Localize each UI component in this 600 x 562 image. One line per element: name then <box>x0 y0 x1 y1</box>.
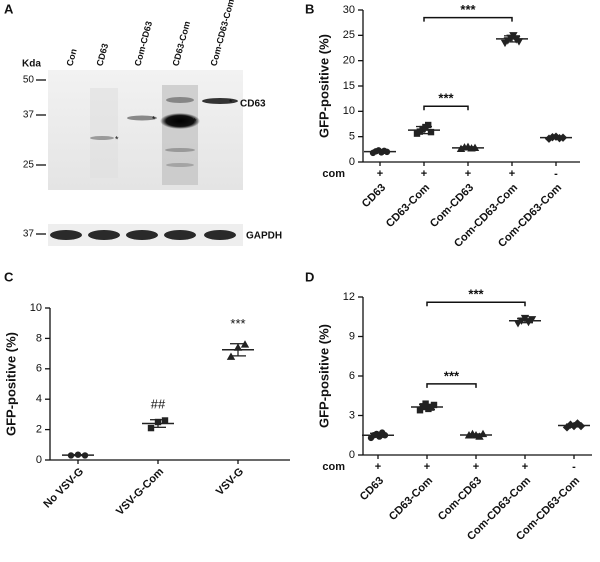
marker-label: 50 <box>23 75 35 86</box>
error-bar <box>70 454 86 457</box>
panel-letter: B <box>305 1 314 16</box>
marker-label: 25 <box>23 160 35 171</box>
panel-letter: A <box>4 1 14 16</box>
row-value: + <box>509 168 515 180</box>
annotation: ## <box>151 397 166 412</box>
svg-text:*: * <box>115 134 119 144</box>
svg-text:*: * <box>152 114 156 124</box>
error-bar <box>468 433 484 437</box>
blot-membrane <box>48 70 243 190</box>
y-tick-label: 0 <box>349 449 355 461</box>
y-axis-label: GFP-positive (%) <box>3 332 18 436</box>
x-tick-label: CD63 <box>360 182 388 210</box>
bands: * * * * <box>90 97 238 167</box>
y-tick-label: 10 <box>343 105 355 117</box>
error-bar <box>548 136 564 140</box>
error-bar <box>419 403 435 411</box>
lane-label: CD63 <box>95 42 111 67</box>
y-tick-label: 6 <box>349 370 355 382</box>
y-tick-label: 20 <box>343 55 355 67</box>
error-bar <box>370 432 386 438</box>
y-tick-label: 12 <box>343 291 355 303</box>
y-tick-label: 0 <box>349 156 355 168</box>
error-bar <box>372 149 388 154</box>
data-point <box>425 121 432 129</box>
row-value: + <box>465 168 471 180</box>
target-label: CD63 <box>240 99 266 110</box>
unit-label: Kda <box>22 59 41 70</box>
lane-label: Com-CD63-Com <box>209 0 237 67</box>
row-value: + <box>375 461 381 473</box>
data-point <box>527 316 537 324</box>
x-tick-label: VSV-G <box>214 466 246 498</box>
marker-label: 37 <box>23 110 35 121</box>
significance-label: *** <box>468 287 484 302</box>
row-value: + <box>522 461 528 473</box>
error-bar <box>230 343 246 357</box>
lane-label: CD63-Com <box>171 20 193 67</box>
lane-label: Con <box>65 48 79 67</box>
row-value: + <box>377 168 383 180</box>
y-tick-label: 2 <box>36 424 42 436</box>
x-tick-label: CD63 <box>358 475 386 503</box>
error-bar <box>416 125 432 135</box>
y-tick-label: 15 <box>343 80 355 92</box>
significance-bracket <box>423 16 513 22</box>
significance-bracket <box>426 383 477 388</box>
y-tick-label: 5 <box>349 131 355 143</box>
gapdh-bands <box>50 230 236 240</box>
svg-text:*: * <box>193 116 197 126</box>
y-tick-label: 3 <box>349 409 355 421</box>
y-axis-label: GFP-positive (%) <box>316 34 331 138</box>
error-bar <box>504 35 520 43</box>
data-point <box>161 417 169 424</box>
row-label: com <box>322 168 345 180</box>
y-tick-label: 10 <box>30 302 42 314</box>
panel-letter: C <box>4 269 14 284</box>
y-tick-label: 9 <box>349 330 355 342</box>
row-value: - <box>572 461 576 473</box>
row-value: + <box>473 461 479 473</box>
error-bar <box>460 146 476 150</box>
svg-text:*: * <box>229 97 233 107</box>
significance-label: *** <box>438 91 454 106</box>
y-tick-label: 25 <box>343 29 355 41</box>
annotation: *** <box>230 316 245 331</box>
y-tick-label: 4 <box>36 393 42 405</box>
x-tick-label: Com-CD63 <box>428 182 476 230</box>
error-bar <box>517 318 533 324</box>
y-axis-label: GFP-positive (%) <box>316 324 331 428</box>
row-value: - <box>554 168 558 180</box>
y-tick-label: 8 <box>36 332 42 344</box>
error-bar <box>566 423 582 428</box>
loading-label: GAPDH <box>246 231 282 242</box>
row-value: + <box>421 168 427 180</box>
y-tick-label: 6 <box>36 363 42 375</box>
significance-label: *** <box>460 2 476 17</box>
panel-letter: D <box>305 269 314 284</box>
row-label: com <box>322 461 345 473</box>
x-tick-label: VSV-G-Com <box>114 466 166 518</box>
data-point <box>147 424 155 432</box>
x-tick-label: Com-CD63 <box>436 475 484 523</box>
blot-panel: A Kda * * * * 50 37 <box>4 0 282 246</box>
significance-label: *** <box>444 368 460 383</box>
marker-ticks <box>36 79 46 235</box>
y-tick-label: 30 <box>343 4 355 16</box>
significance-bracket <box>423 105 469 111</box>
lane-label: Com-CD63 <box>133 20 155 67</box>
x-tick-label: CD63-Com <box>387 475 435 523</box>
error-bar <box>150 419 166 428</box>
x-tick-label: CD63-Com <box>384 182 432 230</box>
significance-bracket <box>426 301 526 307</box>
y-tick-label: 0 <box>36 454 42 466</box>
x-tick-label: No VSV-G <box>41 466 86 511</box>
marker-label: 37 <box>23 229 35 240</box>
row-value: + <box>424 461 430 473</box>
